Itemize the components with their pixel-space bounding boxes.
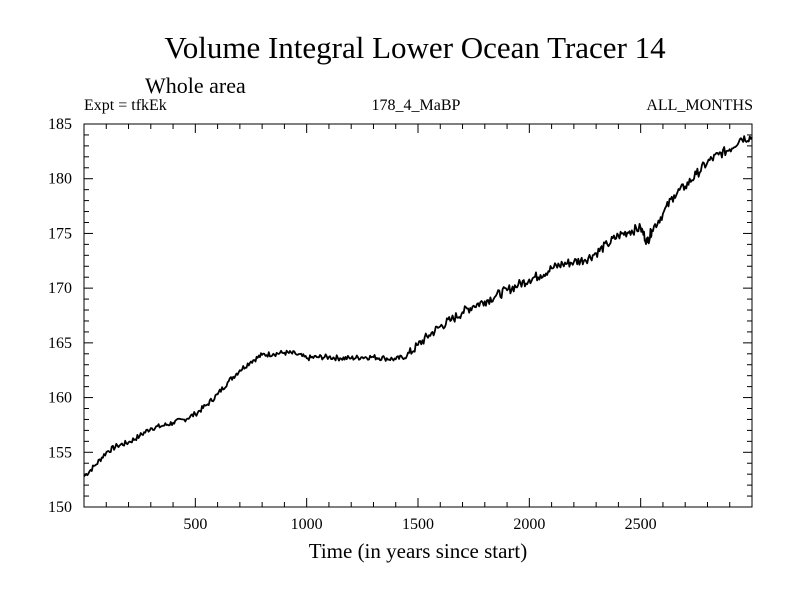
months-label: ALL_MONTHS [646, 97, 753, 114]
x-tick-label: 2000 [513, 516, 545, 533]
x-tick-label: 1500 [402, 516, 434, 533]
chart-title: Volume Integral Lower Ocean Tracer 14 [164, 30, 666, 65]
x-tick-label: 1000 [291, 516, 323, 533]
run-label: 178_4_MaBP [372, 97, 461, 114]
chart-subtitle: Whole area [145, 73, 246, 98]
y-tick-label: 165 [48, 335, 72, 352]
axis-tick-labels: 500 1000 1500 2000 2500 150 155 160 165 170 175 180… [48, 116, 657, 533]
y-tick-label: 175 [48, 225, 72, 242]
y-tick-label: 185 [48, 116, 72, 133]
y-tick-label: 180 [48, 171, 72, 188]
y-tick-label: 155 [48, 444, 72, 461]
x-tick-label: 500 [183, 516, 207, 533]
y-tick-label: 160 [48, 390, 72, 407]
x-axis-label: Time (in years since start) [309, 539, 528, 563]
plot-frame [83, 123, 753, 508]
data-line [83, 135, 753, 478]
y-tick-label: 150 [48, 499, 72, 516]
axis-ticks [84, 124, 752, 507]
expt-label: Expt = tfkEk [84, 97, 167, 114]
x-tick-label: 2500 [625, 516, 657, 533]
y-tick-label: 170 [48, 280, 72, 297]
